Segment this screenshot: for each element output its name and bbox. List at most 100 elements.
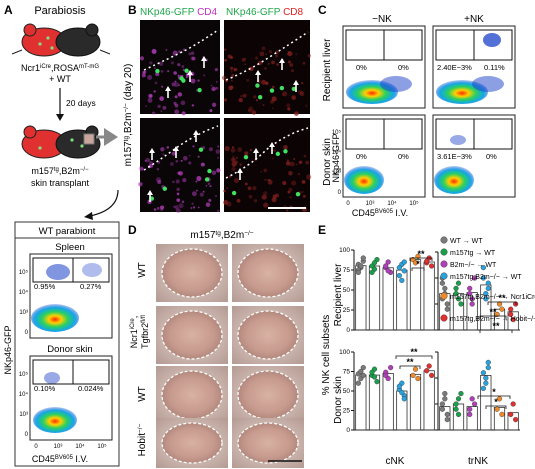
data-point xyxy=(399,389,405,396)
spleen-quadrant-right: 0.27% xyxy=(80,282,102,291)
legend-swatch xyxy=(440,272,448,280)
data-point xyxy=(494,406,500,412)
data-point xyxy=(472,401,478,407)
data-point xyxy=(453,291,459,297)
data-point xyxy=(439,280,445,286)
y-tick-label: 100 xyxy=(339,247,350,254)
significance-marker: ** xyxy=(492,321,500,331)
data-point xyxy=(444,306,450,312)
panel-c-col-minus-nk: −NK xyxy=(372,14,392,25)
mean-bar xyxy=(355,265,367,331)
panel-d-row-tgfbr2: Tgfbr2fl/fl xyxy=(140,315,150,349)
y-tick-label: 10⁴ xyxy=(19,289,29,296)
panel-e-letter: E xyxy=(318,223,326,237)
data-point xyxy=(388,365,394,371)
significance-marker: * xyxy=(492,387,496,397)
data-point xyxy=(355,380,361,386)
data-point xyxy=(467,285,473,292)
data-point xyxy=(410,372,416,379)
flow-plot-donor-skin: 0.10% 0.024% xyxy=(29,355,113,441)
panel-d: D m157tg,B2m−/− WT Ncr1iCre, Tgfbr2fl/fl… xyxy=(128,223,304,468)
liver-plus-left-value: 2.40E−3% xyxy=(437,63,472,72)
data-point xyxy=(455,411,462,418)
legend-swatch xyxy=(440,248,448,256)
data-point xyxy=(483,296,489,302)
panel-c-yticks: 0 10³ 10⁴ 10⁵ xyxy=(332,129,342,196)
data-point xyxy=(442,391,448,397)
data-point xyxy=(453,401,459,407)
y-tick-label: 10⁵ xyxy=(332,129,342,136)
liver-minus-left-value: 0% xyxy=(356,63,367,72)
data-point xyxy=(401,259,407,265)
legend-label: B2m−/− → WT xyxy=(450,262,497,269)
data-point xyxy=(453,406,459,412)
data-point xyxy=(469,301,475,307)
data-point xyxy=(369,369,375,375)
data-point xyxy=(467,291,473,297)
data-point xyxy=(360,365,366,371)
data-point xyxy=(442,285,448,292)
panel-a-yticks: 0 0 10³ 10³ 10⁴ 10⁴ 10⁵ 10⁵ xyxy=(19,269,29,438)
days-label: 20 days xyxy=(66,98,96,108)
x-tick-label: 0 xyxy=(346,201,350,207)
data-point xyxy=(444,417,450,423)
mean-bar xyxy=(409,373,422,431)
panel-b-side-label: m157tg,B2m−/− (day 20) xyxy=(123,64,134,167)
significance-marker: ** xyxy=(498,293,506,303)
image-cd4-bottom xyxy=(140,118,220,212)
data-point xyxy=(358,263,364,269)
y-tick-label: 0 xyxy=(25,330,29,336)
mean-bar xyxy=(368,265,381,331)
panel-d-row-wt-2: WT xyxy=(137,386,148,402)
flow-plot-liver-plus-nk: 2.40E−3% 0.11% xyxy=(432,25,516,109)
panel-a-xlabel: CD45BV605 I.V. xyxy=(32,454,88,464)
panel-b-header-left: NKp46-GFP CD4 xyxy=(140,7,218,18)
skin-plus-right-value: 0% xyxy=(486,152,497,161)
transplant-genotype-label: m157tg,B2m−/− xyxy=(31,166,89,176)
data-point xyxy=(383,372,389,379)
data-point xyxy=(439,406,445,412)
significance-marker: * xyxy=(416,259,420,269)
image-cd4-top xyxy=(140,20,220,114)
flow-plot-skin-minus-nk: 0% 0% xyxy=(342,114,426,198)
data-point xyxy=(358,368,364,375)
x-tick-label: 10³ xyxy=(366,201,375,207)
data-point xyxy=(485,365,491,371)
data-point xyxy=(371,260,378,266)
legend-label: m157tg → WT xyxy=(450,250,496,257)
data-point xyxy=(429,263,435,269)
data-point xyxy=(396,383,402,389)
panel-a-title: Parabiosis xyxy=(34,5,86,17)
data-point xyxy=(485,285,491,292)
y-tick-label: 10⁵ xyxy=(19,371,29,378)
mean-bar xyxy=(423,261,435,331)
skin-plus-left-value: 3.61E−3% xyxy=(437,152,472,161)
transplant-mice-illustration xyxy=(21,125,101,159)
data-point xyxy=(485,359,491,366)
panel-e: E % NK cell subsets Recipient liver Dono… xyxy=(318,223,535,467)
mean-bar xyxy=(382,267,394,331)
mouse-wt-label: + WT xyxy=(49,74,71,84)
panel-d-row-wt-1: WT xyxy=(137,262,148,278)
legend-swatch xyxy=(440,292,448,300)
data-point xyxy=(458,301,464,307)
data-point xyxy=(401,268,407,274)
y-tick-label: 10⁵ xyxy=(19,269,29,276)
panel-c-xticks: 0 10³ 10⁴ 10⁵ xyxy=(346,200,419,207)
y-tick-label: 10⁴ xyxy=(19,391,29,398)
data-point xyxy=(469,296,475,302)
y-tick-label: 75 xyxy=(343,267,351,274)
x-tick-label: 10⁵ xyxy=(97,443,107,450)
panel-c-col-plus-nk: +NK xyxy=(464,14,484,25)
liver-minus-right-value: 0% xyxy=(398,63,409,72)
panel-c-row-liver: Recipient liver xyxy=(322,38,333,101)
panel-d-row-hobit: Hobit−/− xyxy=(137,423,148,456)
data-point xyxy=(396,273,402,279)
significance-marker: ** xyxy=(410,347,418,357)
data-point xyxy=(383,263,389,269)
data-point xyxy=(480,370,486,376)
panel-c-row-skin: Donor skin xyxy=(322,138,333,186)
data-point xyxy=(499,411,505,418)
data-point xyxy=(374,379,380,385)
